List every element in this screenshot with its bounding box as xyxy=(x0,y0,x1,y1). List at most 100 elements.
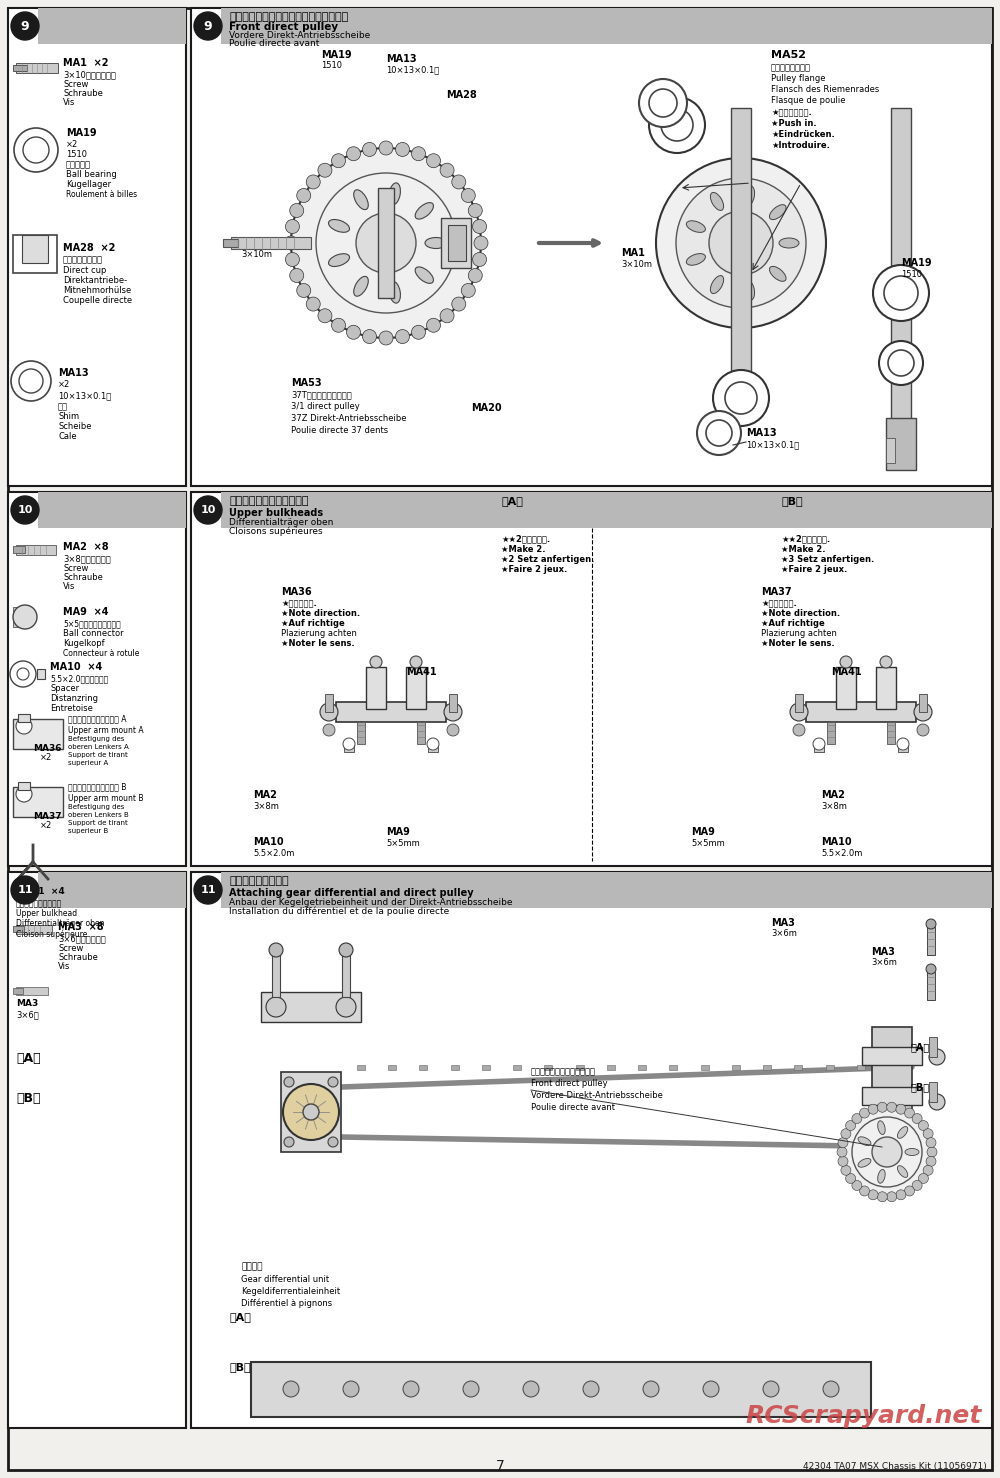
Bar xyxy=(366,667,386,709)
Bar xyxy=(919,695,927,712)
Bar xyxy=(191,7,992,486)
Bar xyxy=(731,108,751,372)
Text: 《A》: 《A》 xyxy=(911,1042,930,1052)
Text: Support de tirant: Support de tirant xyxy=(68,820,128,826)
Text: 1510: 1510 xyxy=(66,149,87,160)
Circle shape xyxy=(897,738,909,749)
Text: 5.5×2.0m: 5.5×2.0m xyxy=(253,848,294,859)
Circle shape xyxy=(649,98,705,154)
Text: 3×10m: 3×10m xyxy=(241,250,272,259)
Text: Direct cup: Direct cup xyxy=(63,266,106,275)
Text: Upper arm mount A: Upper arm mount A xyxy=(68,726,144,735)
Bar xyxy=(898,743,908,752)
Text: Cale: Cale xyxy=(58,432,77,440)
Text: 《B》: 《B》 xyxy=(229,1363,251,1372)
Text: Spacer: Spacer xyxy=(50,684,79,693)
Circle shape xyxy=(842,1107,932,1197)
Circle shape xyxy=(926,1156,936,1166)
Text: 3×10㎜六角丸ビス: 3×10㎜六角丸ビス xyxy=(63,69,116,78)
Circle shape xyxy=(838,1138,848,1147)
Text: 3/1 direct pulley: 3/1 direct pulley xyxy=(291,402,360,411)
Ellipse shape xyxy=(769,204,786,220)
Bar xyxy=(732,1066,740,1070)
Text: Differentialträger oben: Differentialträger oben xyxy=(16,919,105,928)
Circle shape xyxy=(927,1147,937,1157)
Circle shape xyxy=(379,140,393,155)
Bar xyxy=(38,872,186,907)
Ellipse shape xyxy=(858,1159,871,1168)
Text: 《A》: 《A》 xyxy=(229,1312,251,1321)
Text: Vordere Direkt-Antriebsscheibe: Vordere Direkt-Antriebsscheibe xyxy=(229,31,370,40)
Circle shape xyxy=(411,325,425,340)
Circle shape xyxy=(838,1156,848,1166)
Text: 3×8m: 3×8m xyxy=(821,803,847,811)
Circle shape xyxy=(473,253,487,266)
Circle shape xyxy=(316,173,456,313)
Circle shape xyxy=(11,12,39,40)
Text: MA13: MA13 xyxy=(58,368,89,378)
Text: Front direct pulley: Front direct pulley xyxy=(229,22,338,33)
Text: Différentiel à pignons: Différentiel à pignons xyxy=(241,1299,332,1308)
Text: ★Auf richtige: ★Auf richtige xyxy=(761,619,825,628)
Text: Befestigung des: Befestigung des xyxy=(68,804,124,810)
Bar xyxy=(13,786,63,817)
Text: フロントダイレクトプーリー: フロントダイレクトプーリー xyxy=(531,1067,596,1076)
Text: Shim: Shim xyxy=(58,412,79,421)
Bar xyxy=(862,1086,922,1106)
Circle shape xyxy=(697,411,741,455)
Circle shape xyxy=(363,330,377,343)
Text: 1510: 1510 xyxy=(901,270,922,279)
Circle shape xyxy=(523,1380,539,1397)
Circle shape xyxy=(914,704,932,721)
Circle shape xyxy=(17,668,29,680)
Ellipse shape xyxy=(425,238,447,248)
Text: ×2: ×2 xyxy=(58,380,70,389)
Circle shape xyxy=(888,350,914,375)
Bar xyxy=(451,1066,459,1070)
Ellipse shape xyxy=(744,186,755,205)
Circle shape xyxy=(332,318,346,333)
Text: Flansch des Riemenrades: Flansch des Riemenrades xyxy=(771,86,879,95)
Bar xyxy=(13,718,63,749)
Ellipse shape xyxy=(686,254,705,265)
Text: RCScrapyard.net: RCScrapyard.net xyxy=(746,1404,982,1428)
Circle shape xyxy=(444,704,462,721)
Circle shape xyxy=(290,269,304,282)
Text: 42304 TA07 MSX Chassis Kit (11056971): 42304 TA07 MSX Chassis Kit (11056971) xyxy=(803,1462,987,1471)
Bar xyxy=(325,695,333,712)
Circle shape xyxy=(926,919,936,930)
Circle shape xyxy=(887,1191,897,1202)
Circle shape xyxy=(896,1104,906,1114)
Circle shape xyxy=(823,1380,839,1397)
Text: ★Auf richtige: ★Auf richtige xyxy=(281,619,345,628)
Circle shape xyxy=(395,142,409,157)
Ellipse shape xyxy=(878,1120,885,1135)
Circle shape xyxy=(643,1380,659,1397)
Circle shape xyxy=(904,1185,914,1196)
Circle shape xyxy=(912,1181,922,1190)
Text: MA41: MA41 xyxy=(406,667,437,677)
Ellipse shape xyxy=(710,275,724,294)
Circle shape xyxy=(332,154,346,167)
Circle shape xyxy=(328,1137,338,1147)
Bar xyxy=(16,925,52,934)
Text: Connecteur à rotule: Connecteur à rotule xyxy=(63,649,139,658)
Text: 7: 7 xyxy=(496,1459,504,1474)
Text: Direktantriebe-: Direktantriebe- xyxy=(63,276,127,285)
Text: Plazierung achten: Plazierung achten xyxy=(761,630,837,638)
Text: MA13: MA13 xyxy=(746,429,777,437)
Ellipse shape xyxy=(686,220,705,232)
Text: MA1: MA1 xyxy=(241,238,265,248)
Ellipse shape xyxy=(415,268,433,284)
Bar xyxy=(357,721,365,743)
Bar xyxy=(13,987,23,995)
Text: MA36: MA36 xyxy=(33,743,62,752)
Circle shape xyxy=(284,1137,294,1147)
Text: ★Faire 2 jeux.: ★Faire 2 jeux. xyxy=(781,565,847,573)
Text: Vis: Vis xyxy=(63,582,75,591)
Circle shape xyxy=(283,1083,339,1140)
Ellipse shape xyxy=(389,281,400,303)
Circle shape xyxy=(284,1077,294,1086)
Bar xyxy=(419,1066,427,1070)
Circle shape xyxy=(426,154,441,167)
